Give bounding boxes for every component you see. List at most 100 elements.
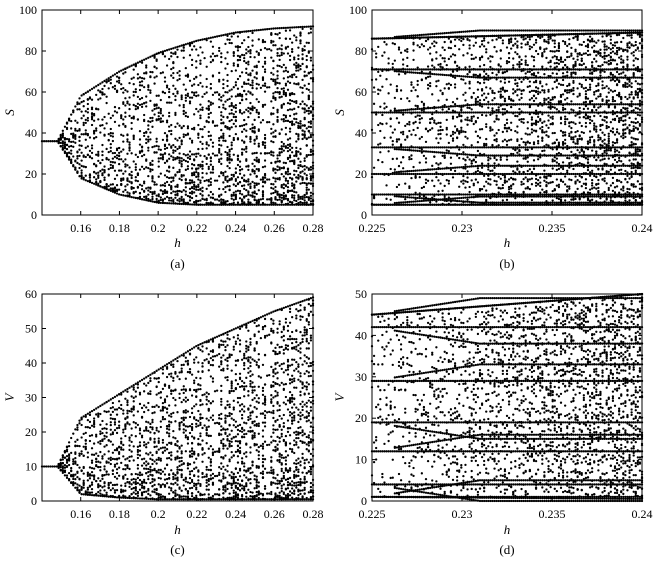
data-point [184,99,187,102]
data-point [268,178,271,181]
data-point [422,150,426,153]
data-point [470,29,473,33]
data-point [431,193,434,196]
data-point [255,64,258,67]
data-point [243,56,246,60]
data-point [153,113,156,116]
data-point [201,142,204,146]
data-point [456,35,459,38]
data-point [159,112,162,115]
data-point [520,183,523,186]
data-point [426,199,430,202]
data-point [272,92,275,95]
data-point [128,180,131,183]
data-point [301,53,304,56]
data-point [218,194,221,197]
data-point [286,80,290,83]
data-point [76,108,79,111]
data-point [305,186,308,189]
data-point [526,180,529,183]
data-point [305,191,308,194]
data-point [451,31,455,34]
data-point [220,135,223,138]
data-point [414,71,417,74]
data-point [286,26,290,29]
data-point [520,110,523,113]
data-point [284,177,288,180]
data-point [410,36,413,39]
data-point [149,91,152,94]
data-point [399,97,403,101]
data-point [174,158,177,161]
data-point [63,141,67,144]
data-point [307,153,310,157]
data-point [230,103,233,107]
data-point [449,172,453,176]
data-point [274,83,277,86]
data-point [406,136,409,139]
data-point [184,74,187,77]
data-point [470,75,473,79]
data-point [379,74,382,77]
data-point [159,51,162,54]
data-point [168,129,171,133]
data-point [466,193,469,196]
data-point [57,138,60,142]
data-point [433,155,436,158]
data-point [472,184,475,187]
data-point [309,27,313,30]
data-point [522,117,525,121]
data-point [276,70,279,73]
data-point [510,203,513,206]
data-point [522,78,525,81]
data-point [222,82,225,86]
data-point [397,46,401,49]
data-point [168,170,171,173]
data-point [95,172,98,175]
data-point [274,202,277,205]
data-point [170,129,173,132]
data-point [147,149,150,152]
data-point [499,90,502,93]
data-point [491,172,494,176]
data-point [395,203,399,206]
data-point [307,88,310,92]
data-point [402,133,405,136]
data-point [520,117,523,121]
data-point [284,69,288,72]
data-point [180,199,183,202]
data-point [372,68,376,71]
data-point [420,117,423,120]
data-point [168,48,171,51]
data-point [526,43,529,46]
data-point [157,199,160,202]
data-point [109,150,112,153]
data-point [253,29,256,32]
data-point [301,195,304,198]
data-point [510,193,513,196]
data-point [284,116,288,119]
data-point [520,180,523,184]
data-point [458,166,461,169]
data-point [493,203,496,206]
data-point [499,76,502,79]
data-point [136,196,140,200]
data-point [456,129,459,132]
data-point [128,141,131,144]
data-point [478,35,482,38]
data-point [512,103,515,106]
data-point [514,194,517,197]
data-point [280,148,283,151]
data-point [245,203,248,206]
data-point [493,195,496,198]
data-point [393,96,396,100]
data-point [190,127,194,130]
data-point [406,203,409,206]
data-point [249,52,252,55]
data-point [424,68,428,71]
data-point [111,139,115,143]
data-point [193,91,196,94]
data-point [375,52,378,55]
data-point [456,115,459,119]
data-point [462,157,465,160]
